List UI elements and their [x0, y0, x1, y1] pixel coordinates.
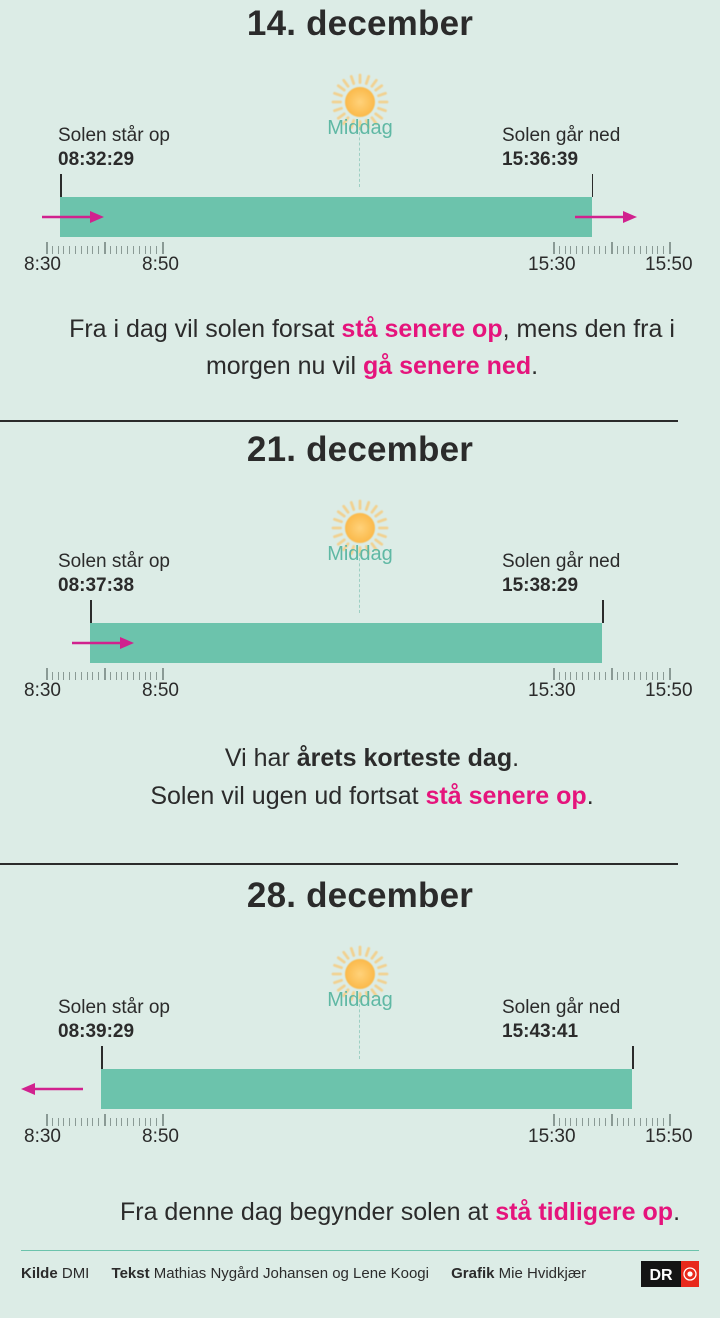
- svg-text:DR: DR: [649, 1267, 673, 1284]
